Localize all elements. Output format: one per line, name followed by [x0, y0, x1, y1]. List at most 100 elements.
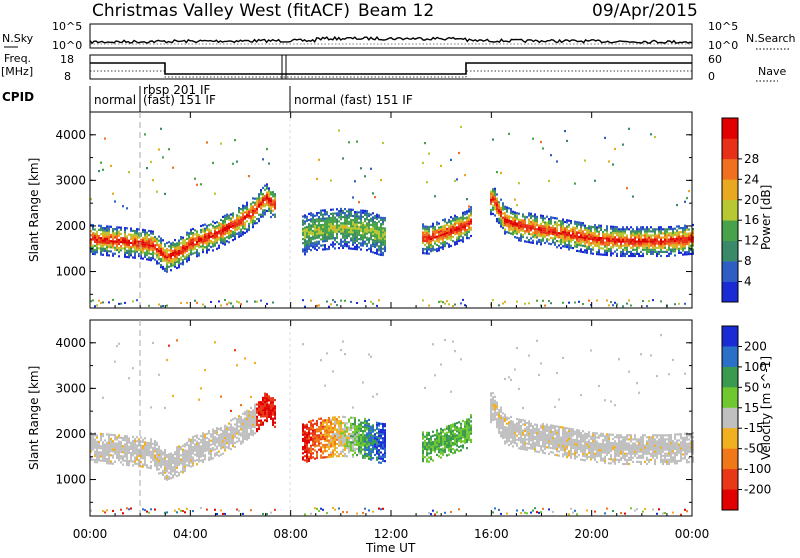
freq-hi: 18	[60, 53, 74, 66]
velocity-cell	[254, 410, 256, 412]
velocity-cell	[118, 447, 120, 449]
power-cell	[366, 216, 368, 218]
power-cell	[238, 234, 240, 236]
power-cell	[136, 247, 138, 249]
power-cell	[256, 197, 258, 199]
power-cell	[574, 223, 576, 225]
velocity-cell	[120, 451, 122, 453]
power-cell	[206, 141, 208, 143]
power-cell	[376, 249, 378, 251]
power-cell	[600, 225, 602, 227]
power-cell	[604, 237, 606, 239]
velocity-cell	[134, 452, 136, 454]
power-cell	[636, 245, 638, 247]
power-cell	[228, 217, 230, 219]
velocity-cell	[102, 456, 104, 458]
power-cell	[370, 230, 372, 232]
power-cbar-swatch	[722, 200, 738, 221]
power-cell	[242, 233, 244, 235]
velocity-cell	[318, 434, 320, 436]
power-cell	[432, 235, 434, 237]
velocity-cell	[108, 434, 110, 436]
velocity-cell	[184, 449, 186, 451]
velocity-cell	[266, 395, 268, 397]
velocity-cell	[244, 434, 246, 436]
power-cell	[132, 242, 134, 244]
velocity-cell	[318, 426, 320, 428]
power-cell	[422, 223, 424, 225]
power-ytick-label: 2000	[55, 219, 86, 233]
power-cell	[552, 239, 554, 241]
power-cell	[612, 244, 614, 246]
velocity-cell	[132, 444, 134, 446]
velocity-cell	[266, 416, 268, 418]
power-cell	[666, 241, 668, 243]
velocity-cell	[110, 462, 112, 464]
power-cell	[612, 246, 614, 248]
velocity-cell	[122, 451, 124, 453]
power-cell	[130, 250, 132, 252]
velocity-cell	[178, 464, 180, 466]
power-cell	[120, 239, 122, 241]
power-cell	[492, 209, 494, 211]
power-cell	[446, 238, 448, 240]
power-cell	[102, 254, 104, 256]
power-cell	[258, 193, 260, 195]
power-cell	[622, 245, 624, 247]
power-cell	[336, 231, 338, 233]
power-cell	[384, 244, 386, 246]
power-cell	[502, 206, 504, 208]
velocity-cell	[356, 513, 358, 515]
power-cell	[198, 238, 200, 240]
velocity-cell	[114, 444, 116, 446]
power-cell	[368, 231, 370, 233]
velocity-cell	[118, 434, 120, 436]
velocity-cell	[342, 341, 344, 343]
power-cell	[572, 237, 574, 239]
power-cell	[644, 230, 646, 232]
velocity-cell	[212, 437, 214, 439]
power-cell	[262, 203, 264, 205]
power-cell	[596, 226, 598, 228]
power-cell	[546, 230, 548, 232]
power-cell	[328, 236, 330, 238]
power-cell	[116, 228, 118, 230]
velocity-cell	[122, 449, 124, 451]
velocity-cell	[248, 427, 250, 429]
power-cell	[688, 241, 690, 243]
power-cell	[628, 241, 630, 243]
power-cell	[438, 245, 440, 247]
power-cell	[688, 245, 690, 247]
velocity-cell	[312, 438, 314, 440]
power-cell	[250, 209, 252, 211]
velocity-cell	[252, 432, 254, 434]
velocity-cell	[134, 463, 136, 465]
power-cell	[356, 226, 358, 228]
power-cell	[636, 236, 638, 238]
velocity-cell	[238, 510, 240, 512]
velocity-cell	[228, 443, 230, 445]
velocity-cell	[96, 443, 98, 445]
velocity-cell	[166, 462, 168, 464]
velocity-cell	[246, 428, 248, 430]
velocity-cell	[132, 450, 134, 452]
power-cell	[588, 225, 590, 227]
velocity-cell	[152, 453, 154, 455]
velocity-cell	[198, 458, 200, 460]
power-cell	[520, 225, 522, 227]
power-cell	[126, 207, 128, 209]
power-cell	[546, 224, 548, 226]
power-cell	[426, 250, 428, 252]
power-cell	[426, 234, 428, 236]
power-cell	[116, 237, 118, 239]
velocity-cell	[346, 422, 348, 424]
power-cell	[182, 255, 184, 257]
power-cell	[508, 207, 510, 209]
velocity-cell	[196, 459, 198, 461]
power-cell	[162, 254, 164, 256]
power-cell	[248, 208, 250, 210]
power-cell	[120, 249, 122, 251]
power-cell	[336, 237, 338, 239]
power-cell	[114, 240, 116, 242]
velocity-cell	[142, 451, 144, 453]
